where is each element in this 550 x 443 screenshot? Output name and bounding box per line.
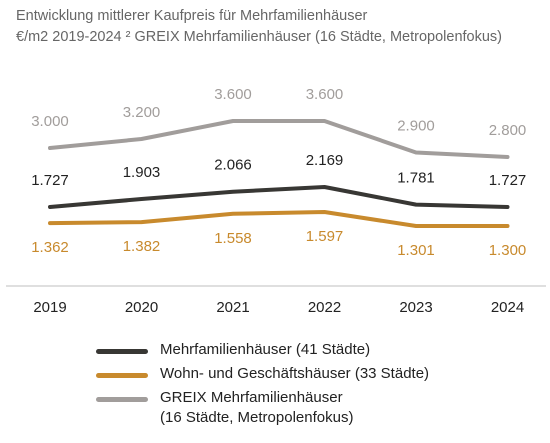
x-tick-label-2023: 2023 xyxy=(399,299,432,316)
x-tick-label-2024: 2024 xyxy=(491,299,524,316)
data-label-mfh-2019: 1.727 xyxy=(31,172,69,189)
chart-subtitle: €/m2 2019-2024 ² GREIX Mehrfamilienhäuse… xyxy=(16,29,502,45)
data-label-greix-2020: 3.200 xyxy=(123,104,161,121)
chart-legend: Mehrfamilienhäuser (41 Städte) Wohn- und … xyxy=(96,340,536,432)
chart-title-line-1: Entwicklung mittlerer Kaufpreis für Mehr… xyxy=(16,8,368,24)
line-chart: 3.000 3.200 3.600 3.600 2.900 2.800 1.727 1.903… xyxy=(6,86,546,316)
series-line-wgh xyxy=(48,210,510,228)
legend-swatch-greix xyxy=(96,397,148,402)
x-tick-label-2019: 2019 xyxy=(33,299,66,316)
data-label-greix-2019: 3.000 xyxy=(31,113,69,130)
series-line-mfh xyxy=(48,185,510,209)
data-label-wgh-2024: 1.300 xyxy=(489,242,527,259)
data-label-mfh-2021: 2.066 xyxy=(214,157,252,174)
legend-label-mfh: Mehrfamilienhäuser (41 Städte) xyxy=(160,341,371,358)
data-label-mfh-2022: 2.169 xyxy=(306,152,344,169)
series-line-greix xyxy=(48,119,510,159)
data-label-wgh-2023: 1.301 xyxy=(397,242,435,259)
x-tick-label-2022: 2022 xyxy=(308,299,341,316)
legend-swatch-wgh xyxy=(96,373,148,378)
data-label-wgh-2022: 1.597 xyxy=(306,228,344,245)
data-label-mfh-2024: 1.727 xyxy=(489,172,527,189)
legend-label-greix: GREIX Mehrfamilienhäuser (16 Städte, Met… xyxy=(160,389,354,426)
data-label-wgh-2019: 1.362 xyxy=(31,239,69,256)
data-label-wgh-2020: 1.382 xyxy=(123,238,161,255)
x-tick-label-2021: 2021 xyxy=(216,299,249,316)
legend-label-wgh: Wohn- und Geschäftshäuser (33 Städte) xyxy=(160,365,430,382)
data-label-wgh-2021: 1.558 xyxy=(214,230,252,247)
chart-title: Entwicklung mittlerer Kaufpreis für Mehr… xyxy=(16,6,546,48)
legend-item-greix: GREIX Mehrfamilienhäuser (16 Städte, Met… xyxy=(96,388,536,428)
data-label-greix-2022: 3.600 xyxy=(306,86,344,103)
data-label-greix-2021: 3.600 xyxy=(214,86,252,103)
data-label-greix-2023: 2.900 xyxy=(397,118,435,135)
data-label-greix-2024: 2.800 xyxy=(489,122,527,139)
data-label-mfh-2020: 1.903 xyxy=(123,164,161,181)
legend-item-mfh: Mehrfamilienhäuser (41 Städte) xyxy=(96,340,536,360)
data-label-mfh-2023: 1.781 xyxy=(397,170,435,187)
x-tick-label-2020: 2020 xyxy=(125,299,158,316)
legend-item-wgh: Wohn- und Geschäftshäuser (33 Städte) xyxy=(96,364,536,384)
legend-swatch-mfh xyxy=(96,349,148,354)
